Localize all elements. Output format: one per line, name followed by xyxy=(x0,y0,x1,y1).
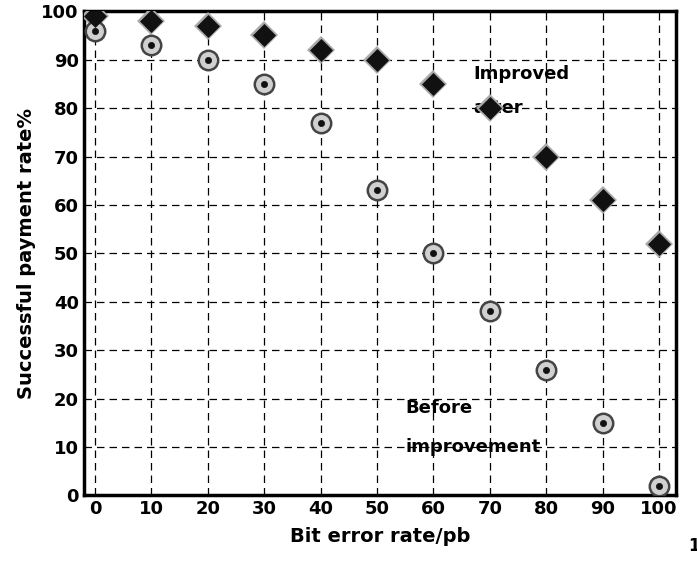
Text: 10³: 10³ xyxy=(688,537,697,555)
Text: after: after xyxy=(473,99,523,117)
Text: improvement: improvement xyxy=(405,438,540,456)
Text: Before: Before xyxy=(405,399,473,417)
X-axis label: Bit error rate/pb: Bit error rate/pb xyxy=(290,526,470,546)
Text: Improved: Improved xyxy=(473,65,569,83)
Y-axis label: Successful payment rate%: Successful payment rate% xyxy=(17,108,36,399)
